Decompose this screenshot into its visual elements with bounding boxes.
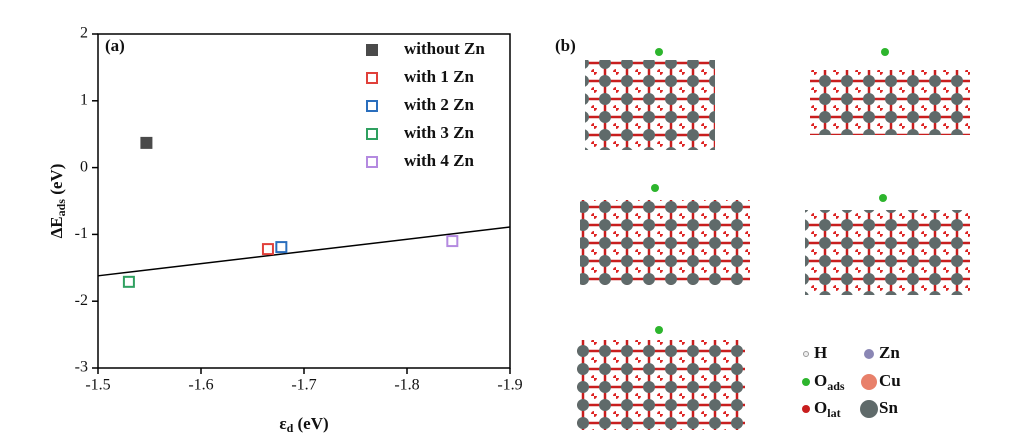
legend-label: with 3 Zn: [404, 123, 474, 142]
axis-label: εd (eV): [279, 414, 328, 435]
axis-label: ΔEads (eV): [47, 164, 68, 239]
x-tick-label: -1.7: [291, 377, 316, 394]
y-tick-label: -1: [75, 225, 88, 242]
point: [446, 235, 459, 248]
legend-marker: [366, 128, 378, 140]
atom-label: Zn: [879, 343, 900, 362]
legend-marker: [366, 156, 378, 168]
structures: [577, 48, 970, 430]
legend-atom: [861, 374, 877, 390]
atom-name: Sn: [879, 398, 898, 417]
atom-label: Olat: [814, 398, 841, 420]
legend-atom: [860, 400, 878, 418]
x-tick-label: -1.5: [85, 377, 110, 394]
legend-label: with 2 Zn: [404, 95, 474, 114]
atom-sub: lat: [827, 406, 840, 420]
axis-label-main: ΔE: [47, 216, 66, 238]
atom-label: H: [814, 343, 827, 362]
legend-atom: [864, 349, 874, 359]
point: [140, 136, 153, 149]
legend-marker: [366, 44, 378, 56]
fit-line: [97, 226, 511, 277]
y-tick-label: 1: [80, 91, 88, 108]
axis-label-unit: (eV): [47, 164, 66, 199]
atom: [879, 194, 887, 202]
atom-name: O: [814, 371, 827, 390]
y-tick-label: 0: [80, 158, 88, 175]
point: [275, 241, 288, 254]
axis-label-sub: d: [287, 421, 294, 435]
axis-label-main: ε: [279, 414, 286, 433]
slab: [810, 70, 970, 135]
x-tick-label: -1.8: [394, 377, 419, 394]
atom: [655, 48, 663, 56]
atom: [655, 326, 663, 334]
legend-atom: [802, 378, 810, 386]
legend-label: with 4 Zn: [404, 151, 474, 170]
panel-label: (b): [555, 36, 576, 55]
panel-label: (a): [105, 36, 125, 55]
atom-name: O: [814, 398, 827, 417]
axis-label-unit: (eV): [293, 414, 328, 433]
atom: [881, 48, 889, 56]
slab: [585, 60, 715, 150]
legend-marker: [366, 72, 378, 84]
atom-name: Cu: [879, 371, 901, 390]
slab: [580, 200, 750, 285]
axis-label-sub: ads: [54, 199, 68, 217]
slab: [805, 210, 970, 295]
atom-label: Sn: [879, 398, 898, 417]
x-tick-label: -1.6: [188, 377, 213, 394]
legend-label: with 1 Zn: [404, 67, 474, 86]
legend-atom: [803, 351, 809, 357]
slab: [577, 340, 745, 430]
legend-atom: [802, 405, 810, 413]
atom-name: Zn: [879, 343, 900, 362]
atom: [651, 184, 659, 192]
atom-label: Oads: [814, 371, 845, 393]
legend-label: without Zn: [404, 39, 485, 58]
y-tick-label: 2: [80, 25, 88, 42]
x-tick-label: -1.9: [497, 377, 522, 394]
atom-label: Cu: [879, 371, 901, 390]
atom-name: H: [814, 343, 827, 362]
y-tick-label: -3: [75, 359, 88, 376]
point: [122, 275, 135, 288]
y-tick-label: -2: [75, 292, 88, 309]
point: [261, 243, 274, 256]
legend-marker: [366, 100, 378, 112]
atom-sub: ads: [827, 379, 845, 393]
